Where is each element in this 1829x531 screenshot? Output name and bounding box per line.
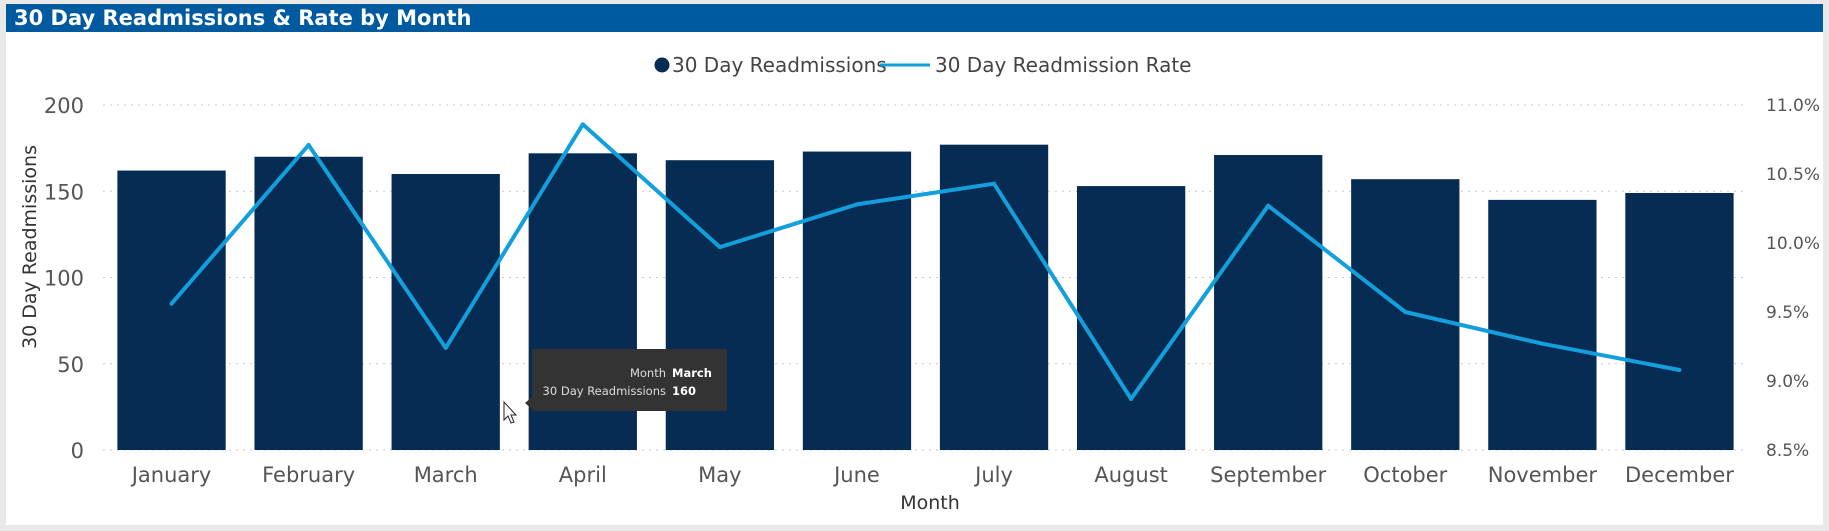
tooltip-value-month: March (672, 366, 712, 380)
chart-title: 30 Day Readmissions & Rate by Month (14, 6, 472, 30)
bar[interactable] (1488, 199, 1597, 450)
line-point[interactable] (992, 181, 997, 186)
line-point[interactable] (306, 143, 311, 148)
x-tick-label: May (698, 463, 741, 487)
y-tick-label: 50 (57, 353, 84, 377)
line-series (169, 122, 1682, 401)
right-axis: 8.5% 9.0% 9.5% 10.0% 10.5% 11.0% (1766, 96, 1820, 461)
x-axis-title: Month (900, 492, 960, 514)
rate-line[interactable] (169, 122, 1680, 401)
x-tick-label: January (130, 463, 212, 487)
y-tick-label: 200 (44, 94, 84, 118)
bar[interactable] (117, 170, 226, 451)
tooltip-label-month: Month (630, 366, 666, 380)
y2-tick-label: 11.0% (1766, 96, 1820, 116)
line-point[interactable] (169, 301, 174, 306)
legend-label-readmissions: 30 Day Readmissions (672, 53, 887, 77)
tooltip-pointer (525, 397, 532, 409)
x-tick-label: August (1094, 463, 1168, 487)
chart-panel: 30 Day Readmissions & Rate by Month 0 50 1… (6, 4, 1823, 525)
x-tick-label: February (262, 463, 355, 487)
y-axis-title: 30 Day Readmissions (19, 145, 41, 349)
bar-series (117, 144, 1734, 451)
line-point[interactable] (1403, 310, 1408, 314)
x-tick-label: June (832, 463, 880, 487)
y-tick-label: 150 (44, 180, 84, 204)
line-point[interactable] (580, 122, 585, 127)
y2-tick-label: 8.5% (1766, 441, 1809, 461)
x-tick-label: July (973, 463, 1013, 487)
bar[interactable] (1214, 155, 1323, 450)
gridlines (103, 104, 1748, 451)
y2-tick-label: 9.0% (1766, 372, 1809, 392)
y-tick-label: 0 (71, 439, 84, 463)
x-axis: January February March April May June July Augu… (130, 463, 1735, 487)
line-point[interactable] (1540, 341, 1545, 346)
left-axis: 0 50 100 150 200 (44, 94, 84, 463)
tooltip-box (532, 349, 727, 411)
x-tick-label: December (1625, 463, 1734, 487)
tooltip-label-readmissions: 30 Day Readmissions (543, 384, 666, 398)
line-point[interactable] (443, 345, 448, 350)
tooltip: Month March 30 Day Readmissions 160 (525, 349, 727, 411)
line-point[interactable] (1677, 367, 1682, 372)
x-tick-label: November (1488, 463, 1598, 487)
line-point[interactable] (1129, 396, 1134, 401)
bar[interactable] (391, 174, 500, 450)
line-point[interactable] (1266, 203, 1271, 208)
x-tick-label: September (1210, 463, 1326, 487)
combo-chart[interactable]: 0 50 100 150 200 8.5% 9.0% 9.5% 10.0% 10.5% 11.0%… (6, 4, 1823, 525)
y2-tick-label: 9.5% (1766, 303, 1809, 323)
mouse-cursor-icon (503, 400, 518, 424)
title-bar: 30 Day Readmissions & Rate by Month (6, 4, 1823, 32)
x-tick-label: October (1363, 463, 1447, 487)
legend[interactable]: 30 Day Readmissions 30 Day Readmission R… (654, 53, 1192, 77)
legend-label-rate: 30 Day Readmission Rate (935, 53, 1191, 77)
y2-tick-label: 10.0% (1766, 234, 1820, 254)
bar[interactable] (802, 151, 912, 450)
bar[interactable] (1076, 186, 1186, 450)
bar[interactable] (254, 156, 363, 450)
line-point[interactable] (717, 245, 722, 250)
tooltip-value-readmissions: 160 (672, 384, 696, 398)
bar[interactable] (939, 144, 1049, 451)
x-tick-label: April (559, 463, 607, 487)
legend-bar-marker (654, 57, 670, 73)
y-tick-label: 100 (44, 267, 84, 291)
x-tick-label: March (414, 463, 478, 487)
bar[interactable] (1625, 192, 1734, 450)
y2-tick-label: 10.5% (1766, 165, 1820, 185)
bar[interactable] (1351, 179, 1460, 451)
line-point[interactable] (854, 202, 859, 207)
